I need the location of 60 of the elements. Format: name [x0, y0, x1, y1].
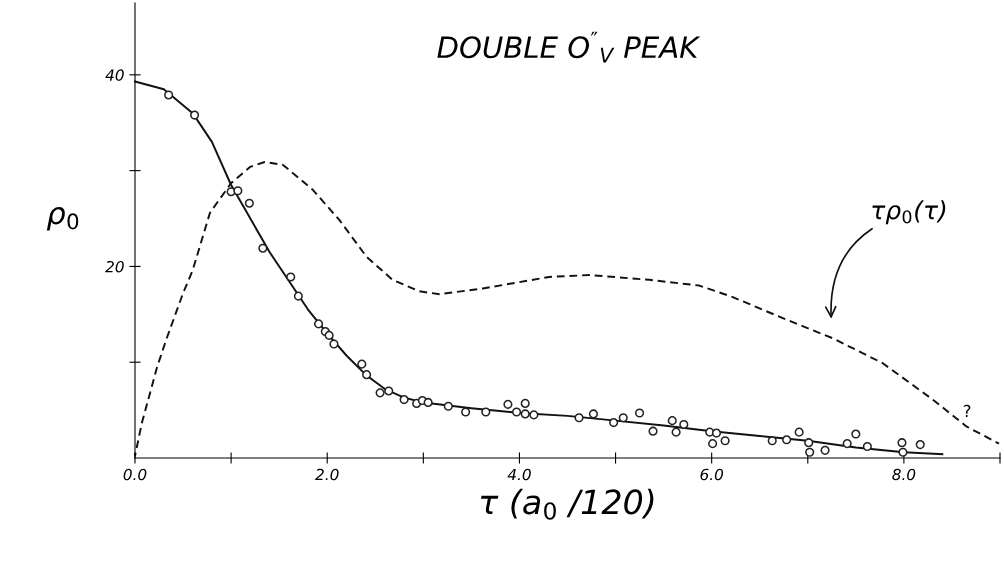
point [384, 386, 394, 396]
point [511, 407, 522, 417]
point [574, 413, 584, 423]
text: DOUBLE O$^{″}$$_{V}$ PEAK [437, 31, 701, 63]
point [915, 440, 925, 450]
annotation: ? [963, 404, 971, 418]
point [461, 407, 471, 417]
point [667, 416, 677, 426]
x-tick-label: 6.0 [700, 468, 724, 481]
point [190, 110, 200, 120]
point [286, 272, 296, 282]
point [679, 419, 689, 430]
x-tick-label: 0.0 [123, 468, 147, 481]
point [443, 401, 453, 411]
point [520, 409, 530, 419]
point [399, 394, 409, 405]
x-tick-label: 4.0 [507, 468, 531, 481]
point [503, 399, 513, 409]
annotation: τρ$_{0}$(τ) [872, 200, 946, 225]
point [293, 291, 303, 301]
point [423, 397, 433, 408]
point [851, 429, 861, 439]
point [711, 428, 722, 438]
point [862, 441, 872, 452]
point [529, 410, 539, 420]
point [671, 427, 681, 437]
point [898, 447, 908, 457]
point [609, 417, 619, 428]
point [314, 319, 324, 329]
point [324, 330, 334, 340]
y-tick-label: 20 [105, 260, 124, 273]
point [820, 445, 830, 455]
point [767, 436, 777, 446]
point [233, 186, 243, 196]
point [481, 407, 491, 417]
point [635, 408, 645, 418]
y-tick-label: 40 [105, 69, 124, 81]
x-tick-label: 8.0 [892, 468, 916, 481]
point [329, 339, 339, 349]
point [362, 370, 372, 380]
point [720, 436, 730, 446]
point [794, 427, 804, 437]
point [375, 388, 385, 398]
point [164, 90, 174, 100]
point [588, 409, 599, 419]
point [520, 398, 530, 408]
y-axis-title: ρ$_{0}$ [46, 206, 79, 231]
point [897, 438, 907, 448]
point [842, 439, 852, 449]
point [244, 198, 254, 208]
point [258, 243, 268, 253]
point [805, 447, 815, 457]
point [708, 439, 718, 449]
x-tick-label: 2.0 [315, 468, 339, 481]
point [782, 435, 792, 445]
point [804, 438, 814, 448]
x-axis-title: τ (a$_{0}$ /120) [480, 488, 654, 520]
point [648, 426, 658, 436]
point [618, 413, 628, 423]
point [357, 359, 367, 369]
